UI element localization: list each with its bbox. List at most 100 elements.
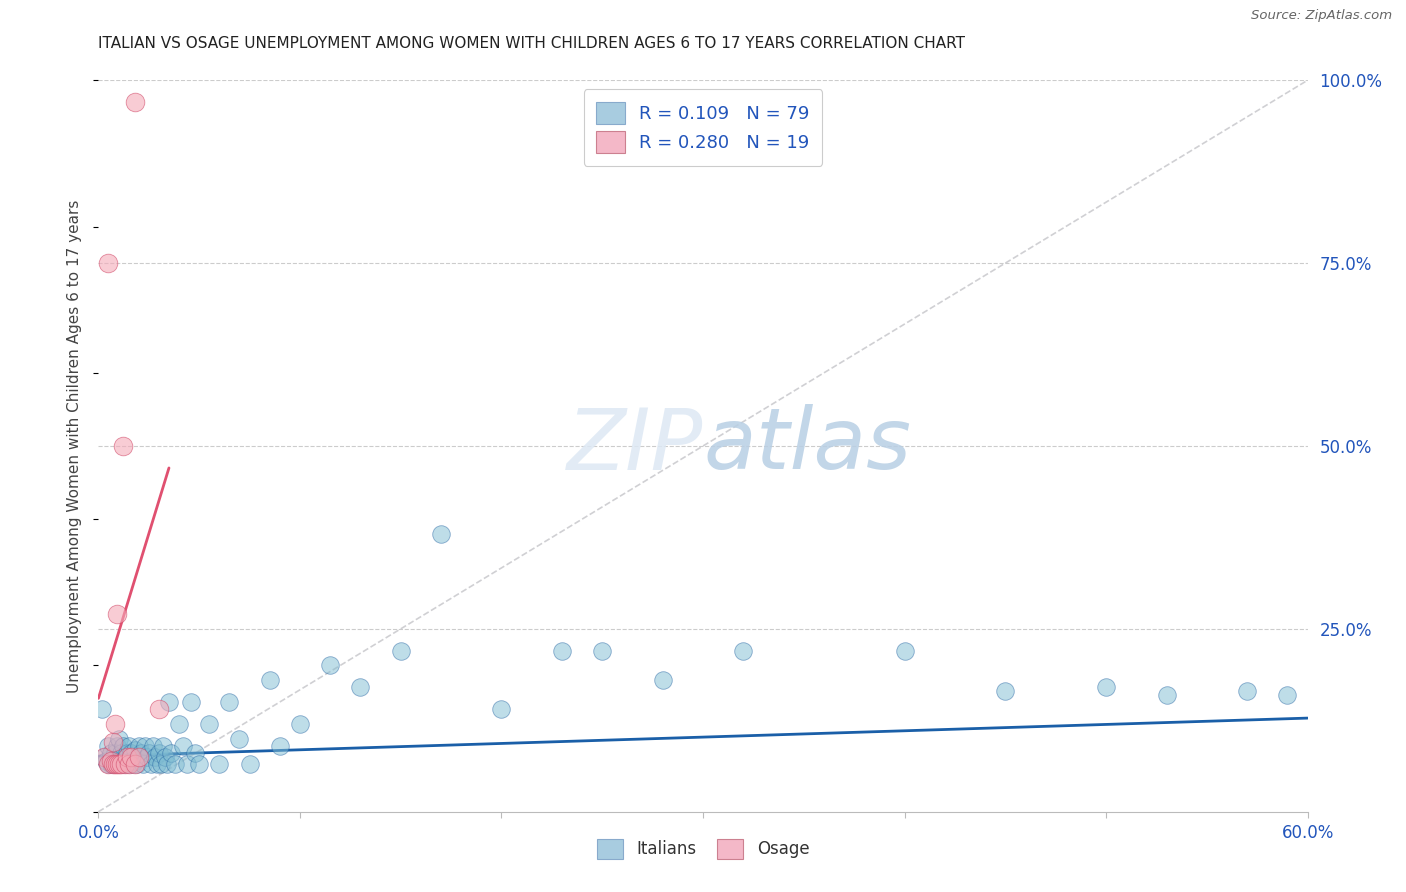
Point: [142, 739, 165, 753]
Point: [114, 757, 136, 772]
Point: [115, 749, 138, 764]
Point: [893, 644, 915, 658]
Point: [124, 757, 146, 772]
Point: [167, 717, 190, 731]
Point: [121, 757, 143, 772]
Point: [110, 749, 132, 764]
Point: [491, 702, 513, 716]
Point: [188, 757, 211, 772]
Point: [180, 695, 202, 709]
Y-axis label: Unemployment Among Women with Children Ages 6 to 17 years: Unemployment Among Women with Children A…: [67, 199, 83, 693]
Point: [319, 658, 342, 673]
Point: [97, 739, 120, 753]
Point: [111, 757, 134, 772]
Point: [120, 754, 142, 768]
Point: [105, 739, 128, 753]
Point: [120, 746, 142, 760]
Point: [288, 717, 311, 731]
Text: ITALIAN VS OSAGE UNEMPLOYMENT AMONG WOMEN WITH CHILDREN AGES 6 TO 17 YEARS CORRE: ITALIAN VS OSAGE UNEMPLOYMENT AMONG WOME…: [98, 36, 966, 51]
Point: [239, 757, 262, 772]
Point: [120, 749, 142, 764]
Point: [105, 607, 128, 622]
Point: [101, 735, 124, 749]
Point: [105, 754, 128, 768]
Text: ZIP: ZIP: [567, 404, 703, 488]
Point: [103, 717, 125, 731]
Point: [128, 749, 150, 764]
Point: [107, 731, 129, 746]
Point: [1277, 688, 1299, 702]
Point: [157, 695, 180, 709]
Point: [118, 739, 141, 753]
Point: [125, 757, 148, 772]
Point: [93, 749, 115, 764]
Point: [160, 746, 183, 760]
Point: [651, 673, 673, 687]
Point: [129, 746, 152, 760]
Point: [111, 739, 134, 753]
Point: [96, 754, 118, 768]
Point: [259, 673, 281, 687]
Point: [124, 742, 146, 756]
Point: [148, 702, 170, 716]
Point: [101, 757, 124, 772]
Point: [101, 754, 124, 768]
Point: [111, 439, 134, 453]
Point: [176, 757, 198, 772]
Point: [103, 757, 125, 772]
Point: [184, 746, 207, 760]
Point: [105, 757, 128, 772]
Point: [91, 702, 114, 716]
Point: [115, 749, 138, 764]
Point: [1156, 688, 1178, 702]
Point: [138, 746, 160, 760]
Point: [132, 757, 155, 772]
Point: [1095, 681, 1118, 695]
Point: [110, 757, 132, 772]
Point: [118, 757, 141, 772]
Point: [100, 746, 122, 760]
Point: [97, 256, 120, 270]
Point: [208, 757, 231, 772]
Point: [114, 754, 136, 768]
Point: [146, 757, 169, 772]
Point: [228, 731, 250, 746]
Point: [107, 757, 129, 772]
Text: atlas: atlas: [703, 404, 911, 488]
Point: [101, 757, 124, 772]
Point: [389, 644, 412, 658]
Point: [118, 757, 141, 772]
Point: [349, 681, 371, 695]
Point: [152, 739, 174, 753]
Point: [172, 739, 194, 753]
Point: [430, 526, 453, 541]
Point: [163, 757, 186, 772]
Text: Source: ZipAtlas.com: Source: ZipAtlas.com: [1251, 9, 1392, 22]
Point: [114, 757, 136, 772]
Point: [100, 754, 122, 768]
Point: [128, 739, 150, 753]
Point: [1236, 684, 1258, 698]
Point: [115, 746, 138, 760]
Point: [148, 746, 170, 760]
Legend: Italians, Osage: Italians, Osage: [591, 832, 815, 865]
Point: [156, 757, 179, 772]
Point: [124, 754, 146, 768]
Point: [128, 749, 150, 764]
Point: [551, 644, 574, 658]
Point: [103, 757, 125, 772]
Point: [218, 695, 240, 709]
Point: [93, 749, 115, 764]
Point: [97, 757, 120, 772]
Point: [139, 757, 162, 772]
Point: [107, 757, 129, 772]
Point: [149, 757, 172, 772]
Point: [110, 746, 132, 760]
Point: [103, 746, 125, 760]
Point: [100, 757, 122, 772]
Point: [198, 717, 221, 731]
Point: [97, 757, 120, 772]
Point: [591, 644, 613, 658]
Point: [153, 749, 176, 764]
Point: [994, 684, 1017, 698]
